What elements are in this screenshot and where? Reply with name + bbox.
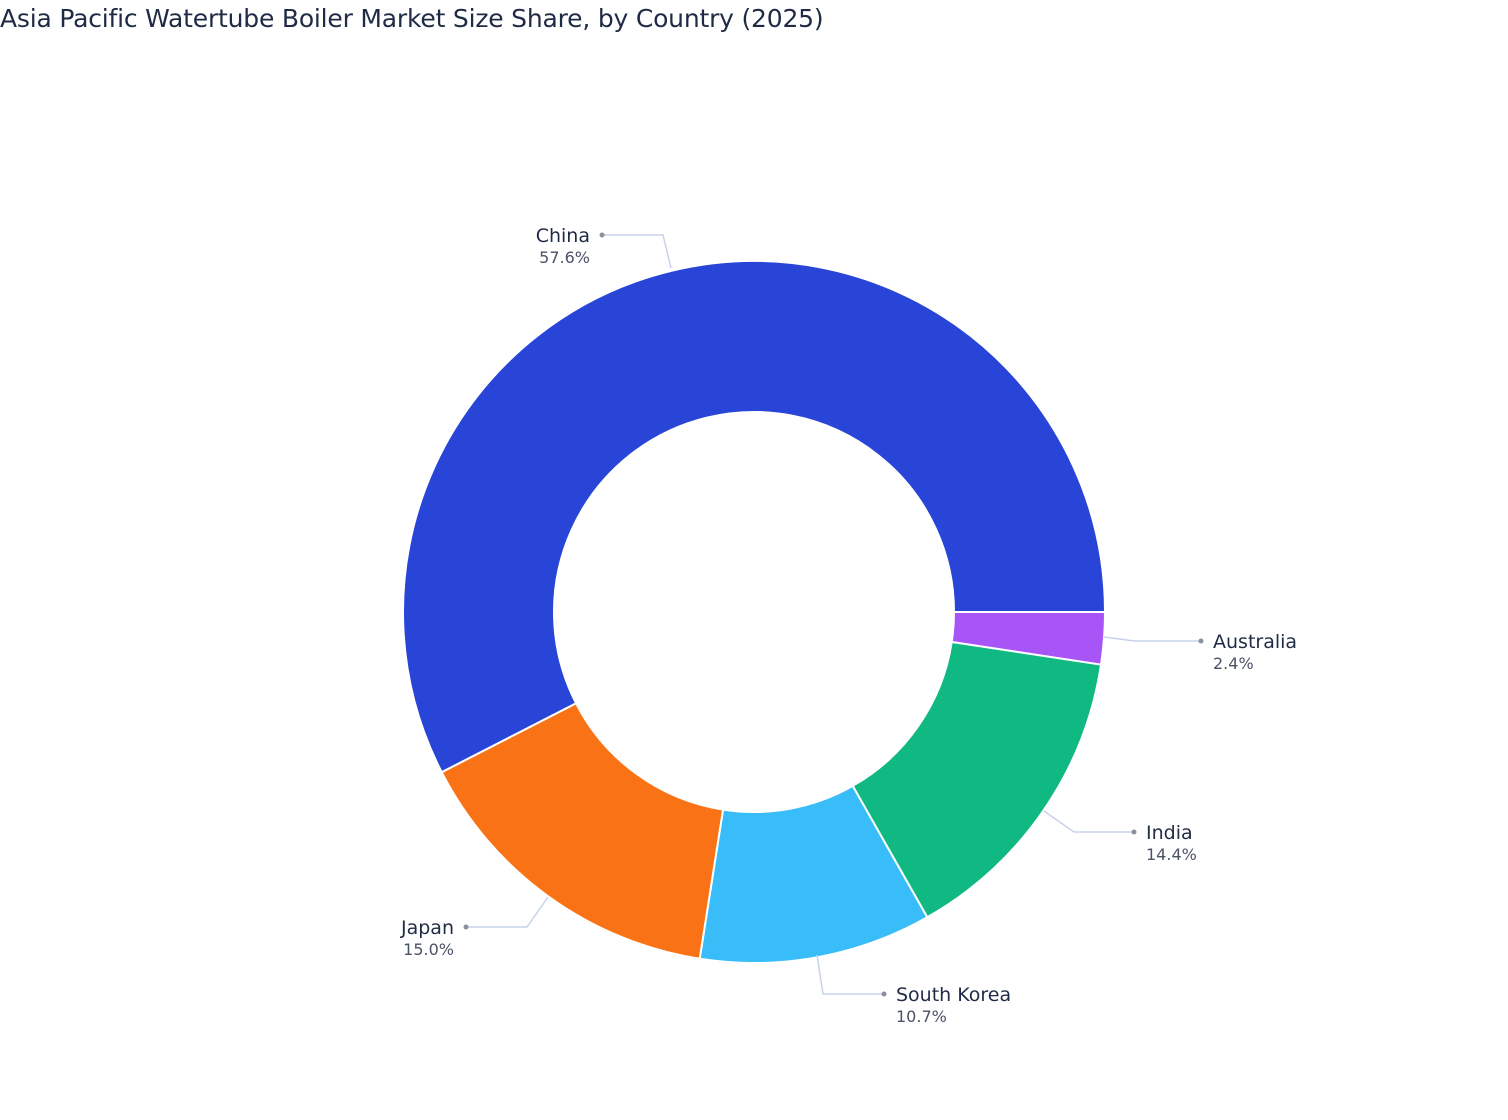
leader-line — [1043, 810, 1134, 833]
leader-dot — [463, 924, 469, 930]
leader-dot — [1198, 638, 1204, 644]
label-value: 14.4% — [1146, 845, 1197, 864]
label-value: 57.6% — [539, 248, 590, 267]
donut-slices — [402, 260, 1107, 964]
label-name: China — [536, 225, 590, 247]
label-name: South Korea — [896, 984, 1011, 1006]
label-name: Australia — [1213, 631, 1297, 653]
label-name: India — [1146, 822, 1193, 844]
leader-lines — [463, 232, 1204, 997]
chart-title: Asia Pacific Watertube Boiler Market Siz… — [0, 4, 824, 33]
leader-line — [816, 954, 884, 995]
label-value: 2.4% — [1213, 654, 1254, 673]
leader-dot — [881, 991, 887, 997]
label-name: Japan — [400, 917, 454, 939]
leader-line — [1103, 636, 1201, 642]
leader-line — [602, 234, 672, 269]
slice-india[interactable] — [851, 640, 1103, 919]
slice-japan[interactable] — [440, 701, 725, 960]
label-value: 15.0% — [403, 940, 454, 959]
leader-dot — [599, 232, 605, 238]
slice-china[interactable] — [402, 260, 1107, 774]
leader-line — [466, 896, 549, 928]
leader-dot — [1131, 829, 1137, 835]
label-value: 10.7% — [896, 1007, 947, 1026]
